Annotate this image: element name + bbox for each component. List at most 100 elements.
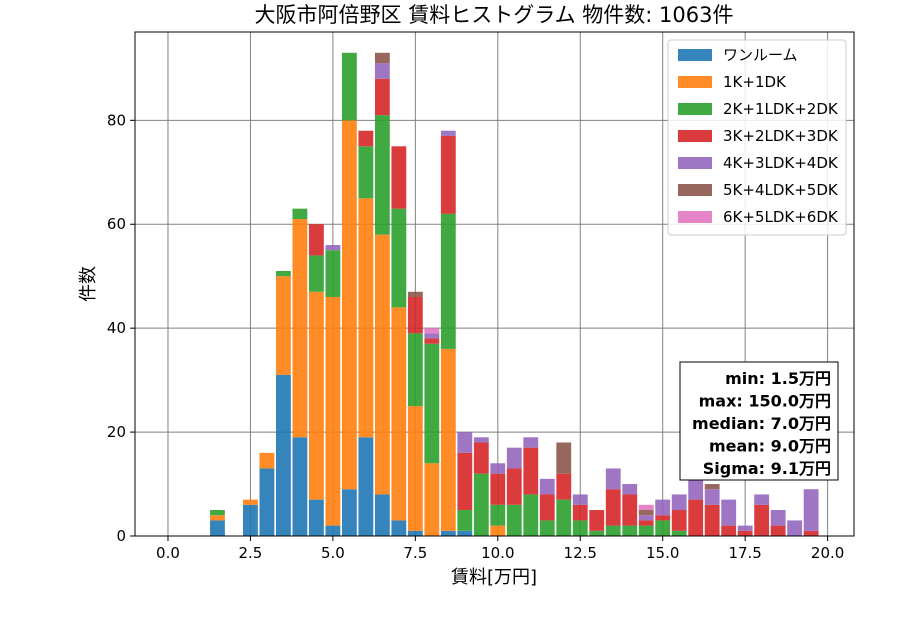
bar-segment: [473, 473, 489, 536]
legend-label: ワンルーム: [723, 46, 798, 64]
x-axis-label: 賃料[万円]: [451, 567, 537, 588]
legend-swatch: [678, 211, 712, 223]
bar-segment: [770, 525, 786, 536]
bar-segment: [341, 120, 357, 490]
bar-segment: [737, 530, 753, 536]
legend-swatch: [678, 103, 712, 115]
bar-segment: [704, 489, 720, 505]
bar-segment: [473, 437, 489, 443]
bar-segment: [440, 135, 456, 214]
bar-segment: [737, 525, 753, 531]
bar-segment: [407, 406, 423, 531]
bar-segment: [292, 437, 308, 536]
bar-segment: [374, 494, 390, 536]
bar-segment: [506, 447, 522, 469]
x-tick-label: 2.5: [239, 544, 263, 562]
bar-segment: [457, 530, 473, 536]
bar-segment: [490, 525, 506, 536]
bar-segment: [605, 489, 621, 526]
x-axis-ticks: 0.0 2.5 5.0 7.5 10.0 12.5 15.0 17.5 20.0: [156, 536, 844, 562]
bar-segment: [325, 250, 341, 297]
bar-segment: [424, 328, 440, 334]
bar-segment: [605, 525, 621, 536]
legend-label: 2K+1LDK+2DK: [723, 100, 839, 118]
bar-segment: [440, 213, 456, 349]
bar-segment: [440, 348, 456, 531]
bar-segment: [259, 452, 275, 469]
stats-line: mean: 9.0万円: [709, 437, 831, 456]
x-tick-label: 12.5: [564, 544, 597, 562]
bar-segment: [407, 333, 423, 407]
bar-segment: [655, 515, 671, 521]
bar-segment: [754, 494, 770, 505]
bar-segment: [374, 234, 390, 495]
bar-segment: [803, 489, 819, 531]
x-tick-label: 0.0: [156, 544, 180, 562]
bar-segment: [539, 520, 555, 536]
bar-segment: [539, 478, 555, 495]
legend-label: 6K+5LDK+6DK: [723, 208, 839, 226]
bar-segment: [622, 494, 638, 526]
bars-group: [210, 52, 819, 536]
bar-segment: [407, 296, 423, 334]
x-tick-label: 20.0: [811, 544, 844, 562]
x-tick-label: 15.0: [646, 544, 679, 562]
chart-title: 大阪市阿倍野区 賃料ヒストグラム 物件数: 1063件: [255, 3, 734, 27]
bar-segment: [457, 452, 473, 511]
y-axis-ticks: 0 20 40 60 80: [107, 111, 135, 545]
bar-segment: [308, 499, 324, 536]
bar-segment: [358, 437, 374, 536]
bar-segment: [523, 494, 539, 536]
bar-segment: [440, 130, 456, 136]
bar-segment: [638, 510, 654, 516]
bar-segment: [704, 484, 720, 490]
legend-swatch: [678, 76, 712, 88]
bar-segment: [275, 271, 291, 277]
bar-segment: [259, 468, 275, 536]
y-tick-label: 80: [107, 111, 126, 129]
bar-segment: [638, 525, 654, 536]
bar-segment: [457, 432, 473, 453]
bar-segment: [473, 442, 489, 474]
legend-swatch: [678, 157, 712, 169]
bar-segment: [308, 224, 324, 256]
legend-label: 1K+1DK: [723, 73, 787, 91]
bar-segment: [374, 78, 390, 116]
bar-segment: [787, 520, 803, 536]
legend-label: 3K+2LDK+3DK: [723, 127, 839, 145]
bar-segment: [556, 442, 572, 474]
bar-segment: [407, 530, 423, 536]
bar-segment: [754, 504, 770, 536]
bar-segment: [655, 499, 671, 516]
bar-segment: [292, 208, 308, 220]
stats-line: median: 7.0万円: [692, 414, 831, 433]
bar-segment: [210, 515, 225, 521]
stats-box: min: 1.5万円 max: 150.0万円 median: 7.0万円 mean:…: [679, 361, 839, 481]
bar-segment: [391, 146, 407, 209]
bar-segment: [539, 494, 555, 521]
bar-segment: [523, 447, 539, 495]
bar-segment: [243, 499, 258, 505]
x-tick-label: 17.5: [728, 544, 761, 562]
bar-segment: [325, 525, 341, 536]
bar-segment: [770, 510, 786, 526]
bar-segment: [589, 510, 605, 531]
x-tick-label: 5.0: [321, 544, 345, 562]
bar-segment: [210, 510, 225, 516]
legend: ワンルーム 1K+1DK 2K+1LDK+2DK 3K+2LDK+3DK 4K+3LDK…: [667, 39, 847, 236]
bar-segment: [572, 520, 588, 536]
bar-segment: [457, 510, 473, 531]
bar-segment: [506, 468, 522, 505]
bar-segment: [424, 338, 440, 344]
legend-label: 4K+3LDK+4DK: [723, 154, 839, 172]
stats-line: max: 150.0万円: [699, 392, 831, 411]
bar-segment: [440, 530, 456, 536]
y-tick-label: 20: [107, 423, 126, 441]
bar-segment: [358, 198, 374, 438]
bar-segment: [358, 146, 374, 199]
bar-segment: [523, 437, 539, 448]
bar-segment: [671, 494, 687, 511]
y-axis-label: 件数: [78, 266, 99, 302]
bar-segment: [490, 463, 506, 474]
bar-segment: [605, 468, 621, 490]
